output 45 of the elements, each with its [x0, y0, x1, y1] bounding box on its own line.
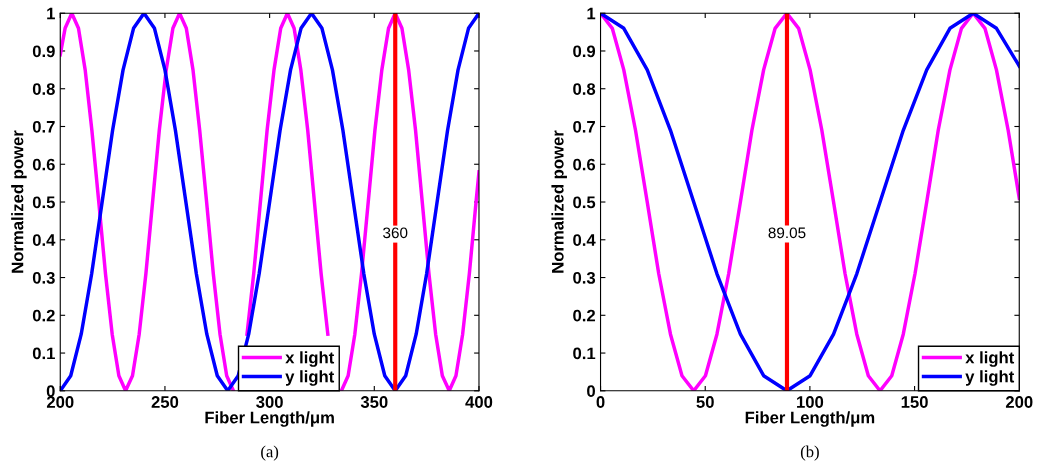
- y-tick-label: 0.4: [573, 234, 596, 246]
- x-tick-label: 400: [465, 396, 493, 408]
- y-tick-label: 1: [587, 7, 596, 20]
- x-tick-label: 50: [696, 396, 714, 408]
- x-tick-label: 100: [797, 396, 824, 408]
- y-tick-label: 0.9: [32, 45, 55, 58]
- y-tick-label: 0.7: [573, 120, 595, 133]
- y-tick-label: 0.8: [32, 83, 55, 95]
- y-tick-label: 0.2: [32, 309, 55, 322]
- legend-label: y light: [285, 370, 335, 386]
- y-axis-title: Normalized power: [11, 130, 27, 273]
- x-axis-title: Fiber Length/μm: [205, 411, 334, 427]
- y-tick-label: 0.1: [573, 347, 596, 360]
- x-tick-label: 200: [1005, 396, 1033, 408]
- y-tick-label: 0: [46, 385, 55, 398]
- y-tick-label: 0.3: [573, 271, 596, 284]
- legend-label: y light: [965, 370, 1015, 386]
- x-tick-label: 0: [596, 396, 605, 408]
- ref-line-label: 89.05: [768, 227, 806, 239]
- text: (a): [261, 445, 279, 461]
- x-tick-label: 350: [360, 396, 388, 408]
- ref-line-label: 360: [383, 227, 408, 239]
- y-tick-label: 0.8: [573, 83, 596, 95]
- y-tick-label: 0.7: [32, 120, 55, 133]
- y-tick-label: 0.5: [32, 196, 55, 209]
- y-tick-label: 0.2: [573, 309, 596, 322]
- y-axis-title: Normalized power: [551, 130, 567, 273]
- text: (b): [800, 445, 819, 461]
- line-series: [600, 13, 1020, 391]
- y-tick-label: 0.6: [32, 158, 55, 171]
- x-tick-label: 150: [901, 396, 928, 408]
- y-tick-label: 1: [47, 7, 55, 20]
- y-tick-label: 0.6: [573, 158, 596, 171]
- y-tick-label: 0.5: [573, 196, 596, 209]
- y-tick-label: 0.1: [32, 347, 55, 360]
- y-tick-label: 0.9: [573, 45, 596, 58]
- legend-label: x light: [965, 351, 1015, 367]
- legend-label: x light: [285, 351, 335, 367]
- y-tick-label: 0: [587, 385, 595, 398]
- x-tick-label: 200: [46, 396, 74, 408]
- x-tick-label: 250: [151, 396, 179, 408]
- x-axis-title: Fiber Length/μm: [745, 411, 875, 427]
- y-tick-label: 0.4: [32, 234, 56, 246]
- x-tick-label: 300: [256, 396, 283, 408]
- y-tick-label: 0.3: [32, 271, 55, 284]
